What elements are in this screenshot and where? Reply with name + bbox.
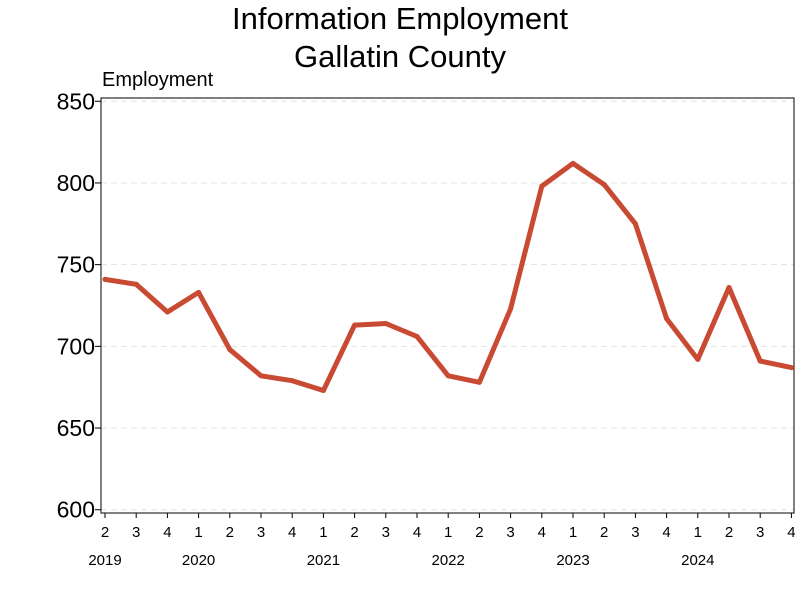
gridlines: [101, 100, 794, 511]
x-tick-label: 3: [382, 524, 390, 541]
x-year-label: 2022: [432, 552, 465, 569]
data-point: [164, 309, 170, 315]
x-tick-label: 4: [787, 524, 795, 541]
x-tick-label: 2: [350, 524, 358, 541]
x-tick-label: 3: [132, 524, 140, 541]
y-tick-label: 850: [57, 88, 95, 114]
y-axis-label: Employment: [102, 69, 214, 91]
y-tick-label: 650: [57, 415, 95, 441]
data-point: [352, 322, 358, 328]
x-tick-label: 4: [163, 524, 171, 541]
x-tick-label: 2: [600, 524, 608, 541]
data-point: [258, 373, 264, 379]
x-tick-label: 3: [631, 524, 639, 541]
x-tick-label: 3: [506, 524, 514, 541]
x-tick-label: 1: [444, 524, 452, 541]
x-tick-label: 1: [694, 524, 702, 541]
data-point: [632, 221, 638, 227]
x-tick-label: 4: [662, 524, 670, 541]
x-year-label: 2020: [182, 552, 215, 569]
series-line: [102, 160, 794, 393]
data-point: [227, 347, 233, 353]
data-point: [383, 320, 389, 326]
data-point: [570, 160, 576, 166]
x-tick-label: 4: [538, 524, 546, 541]
data-point: [757, 358, 763, 364]
x-year-label: 2019: [88, 552, 121, 569]
plot-frame: [100, 97, 795, 514]
chart-title-line-2: Gallatin County: [294, 39, 506, 74]
x-tick-label: 2: [475, 524, 483, 541]
x-axis: 2 3 4 1 2 3 4 1 2 3 4 1 2 3 4 1 2 3 4 1 2 3 4 2019 2020 2021 2022 2…: [88, 513, 796, 569]
x-tick-label: 1: [194, 524, 202, 541]
data-point: [102, 276, 108, 282]
x-tick-label: 1: [319, 524, 327, 541]
x-tick-label: 2: [725, 524, 733, 541]
data-point: [476, 379, 482, 385]
y-tick-label: 700: [57, 333, 95, 359]
x-tick-label: 3: [756, 524, 764, 541]
x-year-label: 2024: [681, 552, 714, 569]
y-tick-label: 600: [57, 497, 95, 523]
data-point: [788, 365, 794, 371]
chart-title-line-1: Information Employment: [232, 1, 568, 36]
x-tick-label: 1: [569, 524, 577, 541]
y-axis: 600 650 700 750 800 850: [57, 88, 101, 523]
x-tick-label: 2: [101, 524, 109, 541]
data-point: [414, 334, 420, 340]
data-point: [133, 281, 139, 287]
data-point: [695, 356, 701, 362]
x-tick-label: 3: [257, 524, 265, 541]
data-point: [320, 387, 326, 393]
data-point: [601, 182, 607, 188]
y-tick-label: 800: [57, 170, 95, 196]
data-point: [196, 289, 202, 295]
x-year-label: 2023: [556, 552, 589, 569]
x-tick-label: 4: [413, 524, 421, 541]
data-point: [508, 306, 514, 312]
series: [102, 160, 794, 393]
data-point: [539, 183, 545, 189]
data-point: [664, 316, 670, 322]
data-point: [726, 285, 732, 291]
data-point: [445, 373, 451, 379]
x-year-label: 2021: [307, 552, 340, 569]
x-tick-label: 2: [226, 524, 234, 541]
y-tick-label: 750: [57, 252, 95, 278]
x-tick-label: 4: [288, 524, 296, 541]
data-point: [289, 378, 295, 384]
